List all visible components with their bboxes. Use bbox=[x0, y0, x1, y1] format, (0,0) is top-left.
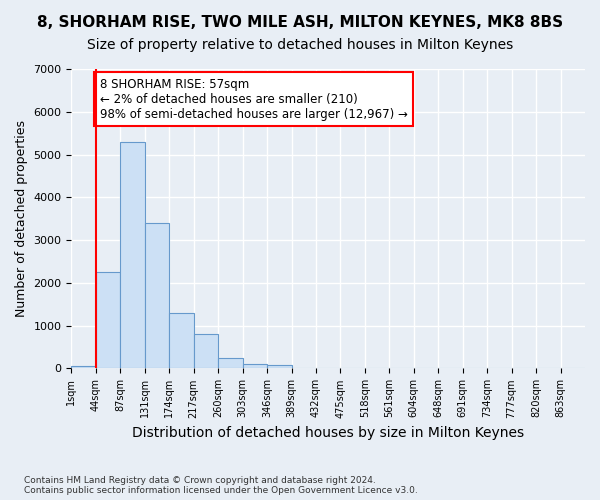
Bar bbox=[71, 366, 96, 368]
Bar bbox=[194, 334, 218, 368]
Bar bbox=[121, 142, 145, 368]
Bar bbox=[218, 358, 242, 368]
Text: 8, SHORHAM RISE, TWO MILE ASH, MILTON KEYNES, MK8 8BS: 8, SHORHAM RISE, TWO MILE ASH, MILTON KE… bbox=[37, 15, 563, 30]
Bar bbox=[169, 313, 194, 368]
Text: 8 SHORHAM RISE: 57sqm
← 2% of detached houses are smaller (210)
98% of semi-deta: 8 SHORHAM RISE: 57sqm ← 2% of detached h… bbox=[100, 78, 407, 120]
Bar bbox=[242, 364, 267, 368]
Y-axis label: Number of detached properties: Number of detached properties bbox=[15, 120, 28, 317]
Bar bbox=[96, 272, 121, 368]
Text: Size of property relative to detached houses in Milton Keynes: Size of property relative to detached ho… bbox=[87, 38, 513, 52]
X-axis label: Distribution of detached houses by size in Milton Keynes: Distribution of detached houses by size … bbox=[132, 426, 524, 440]
Bar bbox=[267, 365, 292, 368]
Bar bbox=[145, 223, 169, 368]
Text: Contains HM Land Registry data © Crown copyright and database right 2024.
Contai: Contains HM Land Registry data © Crown c… bbox=[24, 476, 418, 495]
